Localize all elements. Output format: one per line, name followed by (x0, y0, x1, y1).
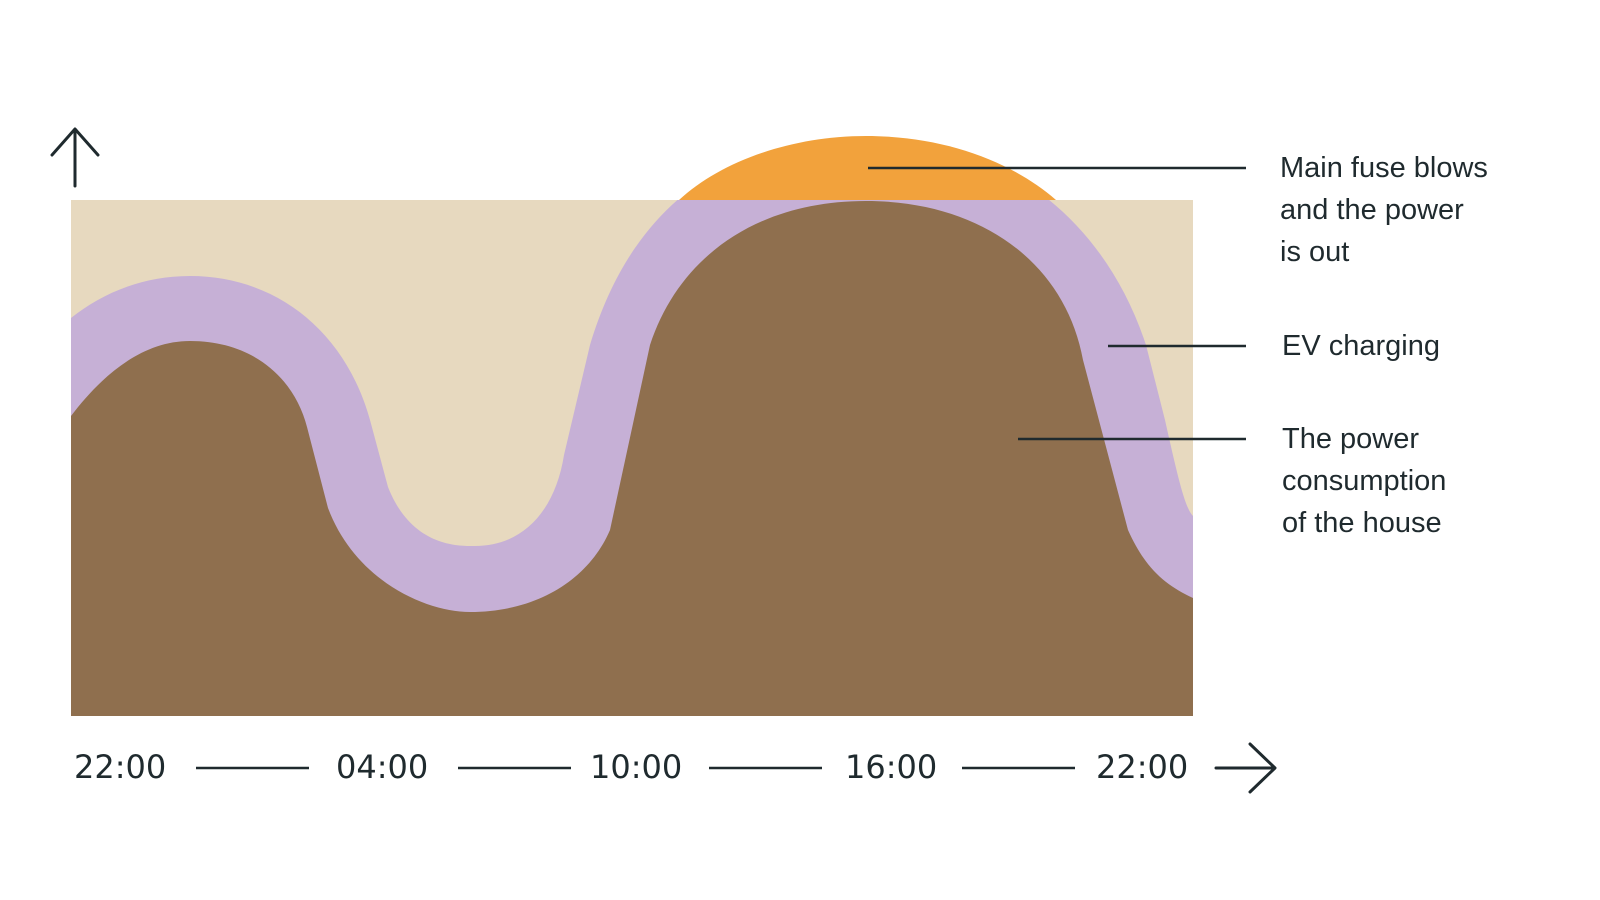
house-consumption-area (71, 201, 1193, 716)
x-tick-label: 22:00 (1096, 748, 1189, 786)
arrow-up-icon (50, 127, 100, 188)
x-tick-label: 10:00 (590, 748, 683, 786)
annotation-line: Main fuse blows (1280, 152, 1488, 184)
annotation-line: EV charging (1282, 330, 1440, 362)
annotation-line: and the power (1280, 194, 1464, 226)
x-tick-label: 22:00 (74, 748, 167, 786)
annotation-line: consumption (1282, 465, 1447, 497)
x-tick-label: 04:00 (336, 748, 429, 786)
annotation-line: is out (1280, 236, 1350, 268)
house-annotation: The power consumption of the house (1282, 418, 1446, 544)
arrow-right-icon (1214, 742, 1277, 794)
fuse-annotation: Main fuse blows and the power is out (1280, 147, 1488, 273)
annotation-line: The power (1282, 423, 1420, 455)
ev-annotation: EV charging (1282, 325, 1440, 367)
overload-area (679, 136, 1056, 200)
annotation-line: of the house (1282, 507, 1442, 539)
x-tick-label: 16:00 (845, 748, 938, 786)
